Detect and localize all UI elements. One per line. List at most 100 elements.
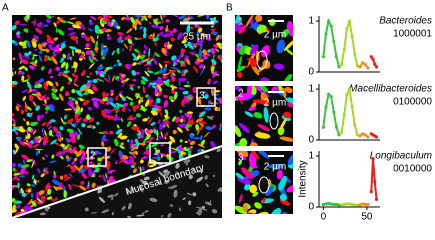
- cell: [48, 43, 53, 48]
- point: [371, 57, 375, 61]
- cell: [237, 72, 243, 79]
- cell: [39, 95, 47, 101]
- cell: [141, 180, 149, 186]
- cell: [63, 176, 71, 182]
- cell: [12, 84, 16, 88]
- cell: [102, 174, 107, 183]
- cell: [44, 207, 49, 212]
- cell: [119, 135, 128, 140]
- cell: [171, 55, 177, 61]
- cell: [195, 123, 199, 131]
- cell: [127, 139, 130, 143]
- y-tick-label: 0: [308, 67, 314, 78]
- cell: [182, 197, 186, 200]
- cell: [260, 77, 270, 81]
- cell: [255, 211, 269, 214]
- cell: [125, 96, 134, 101]
- cell: [93, 170, 95, 176]
- cell: [147, 70, 154, 74]
- cell: [59, 175, 64, 180]
- cell: [169, 85, 178, 89]
- cell: [28, 94, 34, 102]
- cell: [149, 21, 152, 25]
- cell: [90, 15, 97, 21]
- cell: [127, 63, 132, 69]
- chart-title: Longibaculum: [370, 151, 432, 162]
- cell: [125, 78, 129, 82]
- cell: [192, 192, 197, 197]
- cell: [30, 192, 34, 199]
- cell: [131, 145, 139, 152]
- cell: [179, 139, 183, 143]
- cell: [98, 98, 105, 105]
- cell: [31, 93, 38, 96]
- cell: [193, 44, 197, 48]
- cell: [178, 15, 187, 20]
- cell: [170, 157, 174, 163]
- point: [326, 92, 331, 96]
- cell: [84, 82, 92, 88]
- cell: [147, 83, 151, 88]
- cell: [101, 27, 107, 32]
- cell: [169, 135, 176, 143]
- cell: [113, 64, 117, 67]
- cell: [63, 174, 68, 179]
- cell: [217, 187, 222, 192]
- y-axis-label: Intensity: [298, 160, 309, 197]
- cell: [151, 156, 161, 160]
- cell: [80, 149, 86, 156]
- cell: [58, 71, 62, 75]
- cell: [150, 123, 154, 126]
- cell: [63, 189, 67, 199]
- cell: [205, 183, 209, 188]
- point: [337, 203, 341, 207]
- cell: [157, 136, 166, 139]
- cell: [38, 54, 43, 63]
- cell: [147, 67, 150, 71]
- cell: [44, 55, 49, 62]
- cell: [159, 123, 164, 131]
- cell: [17, 163, 23, 168]
- cell: [147, 104, 154, 107]
- cell: [115, 95, 119, 101]
- cell: [47, 188, 52, 195]
- cell: [178, 87, 185, 91]
- point: [326, 19, 331, 23]
- cell: [30, 121, 39, 127]
- series-line: [370, 158, 378, 200]
- cell: [142, 212, 145, 215]
- cell: [78, 170, 86, 174]
- cell: [40, 195, 46, 200]
- cell: [127, 202, 132, 210]
- cell: [158, 63, 163, 69]
- cell: [97, 157, 101, 162]
- cell: [70, 35, 77, 41]
- cell: [162, 74, 167, 80]
- point: [353, 203, 357, 207]
- cell: [145, 134, 151, 141]
- point: [340, 203, 344, 207]
- cell: [153, 105, 162, 109]
- cell-outline: [269, 112, 279, 130]
- cell: [137, 133, 145, 138]
- cell: [138, 99, 141, 105]
- cell: [184, 140, 188, 143]
- cell: [210, 25, 215, 28]
- cell: [190, 42, 198, 46]
- cell: [188, 146, 192, 151]
- cell: [148, 56, 151, 60]
- cell: [159, 152, 167, 157]
- cell: [151, 142, 159, 148]
- cell: [203, 91, 206, 94]
- cell: [213, 174, 216, 178]
- cell: [96, 78, 105, 82]
- cell: [178, 77, 187, 82]
- cell: [118, 158, 125, 164]
- cell: [139, 178, 143, 182]
- cell: [49, 53, 57, 59]
- tile-overlays: 1 2 µm 2 2 µm 3 2 µm: [238, 17, 286, 194]
- cell: [216, 42, 222, 46]
- cell: [67, 27, 74, 31]
- point: [374, 65, 379, 69]
- cell: [140, 155, 147, 160]
